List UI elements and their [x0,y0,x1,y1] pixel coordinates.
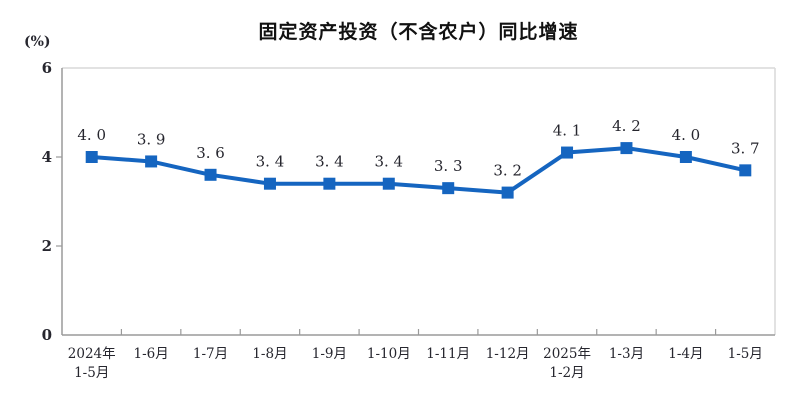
data-point-label: 3. 6 [196,144,225,162]
y-axis-unit-label: (%) [24,34,51,50]
data-point-label: 3. 7 [731,139,760,157]
y-tick-label: 4 [42,148,52,166]
data-point-label: 3. 4 [374,153,403,171]
data-point-label: 3. 3 [434,157,463,175]
data-point-label: 3. 2 [493,162,522,180]
x-tick-label: 2024年 1-5月 [68,346,116,381]
data-point-marker [85,151,98,163]
data-point-marker [382,177,395,190]
data-point-label: 4. 0 [77,126,106,144]
x-tick-label: 1-6月 [134,346,169,362]
x-tick-label: 1-11月 [426,346,470,362]
data-point-marker [145,155,158,168]
data-point-marker [620,142,633,155]
x-tick-label: 1-12月 [486,346,530,362]
x-tick-label: 1-5月 [728,346,763,362]
data-point-marker [204,168,217,181]
data-point-label: 4. 2 [612,117,641,135]
data-point-marker [442,182,455,195]
data-point-label: 4. 1 [553,122,582,140]
data-point-marker [323,177,336,190]
x-tick-label: 1-8月 [252,346,287,362]
x-tick-label: 2025年 1-2月 [543,346,591,381]
x-tick-label: 1-9月 [312,346,347,362]
y-tick-label: 0 [42,326,52,344]
x-tick-label: 1-10月 [367,346,411,362]
y-tick-label: 6 [42,59,52,77]
data-point-marker [739,164,752,177]
data-point-label: 3. 4 [315,153,344,171]
data-point-label: 3. 4 [256,153,285,171]
x-tick-label: 1-4月 [668,346,703,362]
data-line [91,146,746,195]
data-point-label: 4. 0 [672,126,701,144]
data-point-marker [263,177,276,190]
chart-title: 固定资产投资（不含农户）同比增速 [258,21,579,43]
data-point-marker [561,146,574,159]
data-point-marker [501,186,514,199]
data-point-label: 3. 9 [137,130,166,148]
x-tick-label: 1-7月 [193,346,228,362]
data-point-marker [679,151,692,163]
x-tick-label: 1-3月 [609,346,644,362]
y-tick-label: 2 [42,237,52,255]
